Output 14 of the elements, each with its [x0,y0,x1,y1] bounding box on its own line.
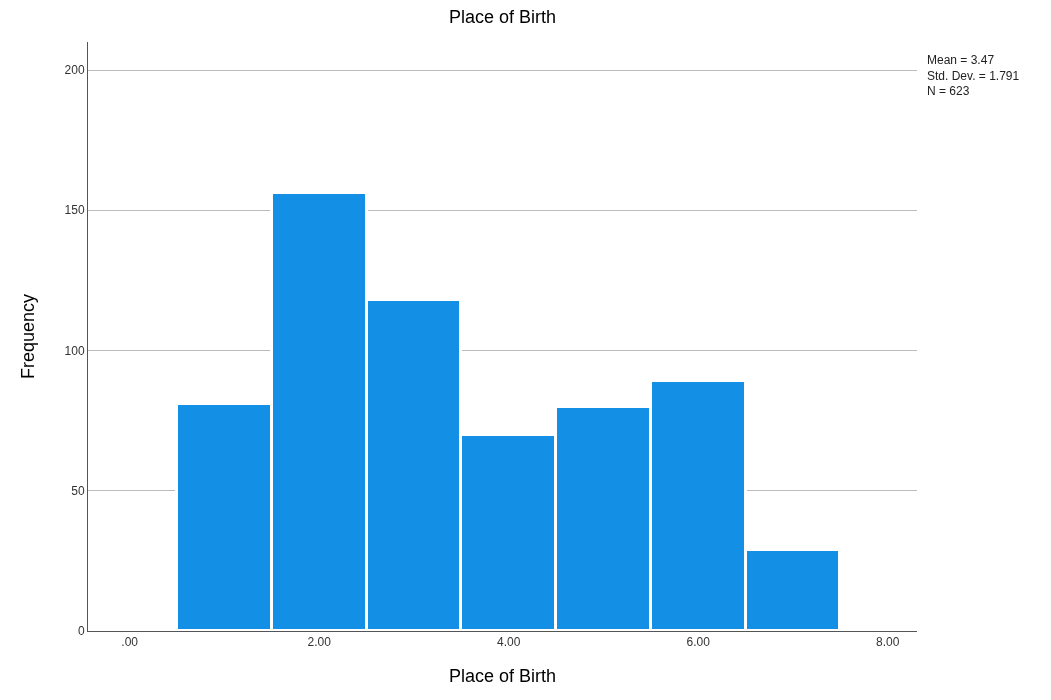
y-tick-label: 50 [71,483,85,498]
x-tick-label: .00 [121,635,139,650]
y-tick-label: 150 [64,203,85,218]
y-axis-title: Frequency [17,293,38,380]
x-tick-label: 8.00 [875,635,900,650]
x-tick-label: 6.00 [686,635,711,650]
x-tick-label: 2.00 [307,635,332,650]
x-tick-label: 4.00 [496,635,521,650]
x-axis-title: Place of Birth [448,665,557,686]
y-tick-label: 200 [64,63,85,78]
chart-title: Place of Birth [448,7,557,28]
text: Mean = 3.47 Std. Dev. = 1.791 N = 623 [927,53,1020,99]
y-tick-label: 0 [77,624,85,639]
y-tick-label: 100 [64,343,85,358]
